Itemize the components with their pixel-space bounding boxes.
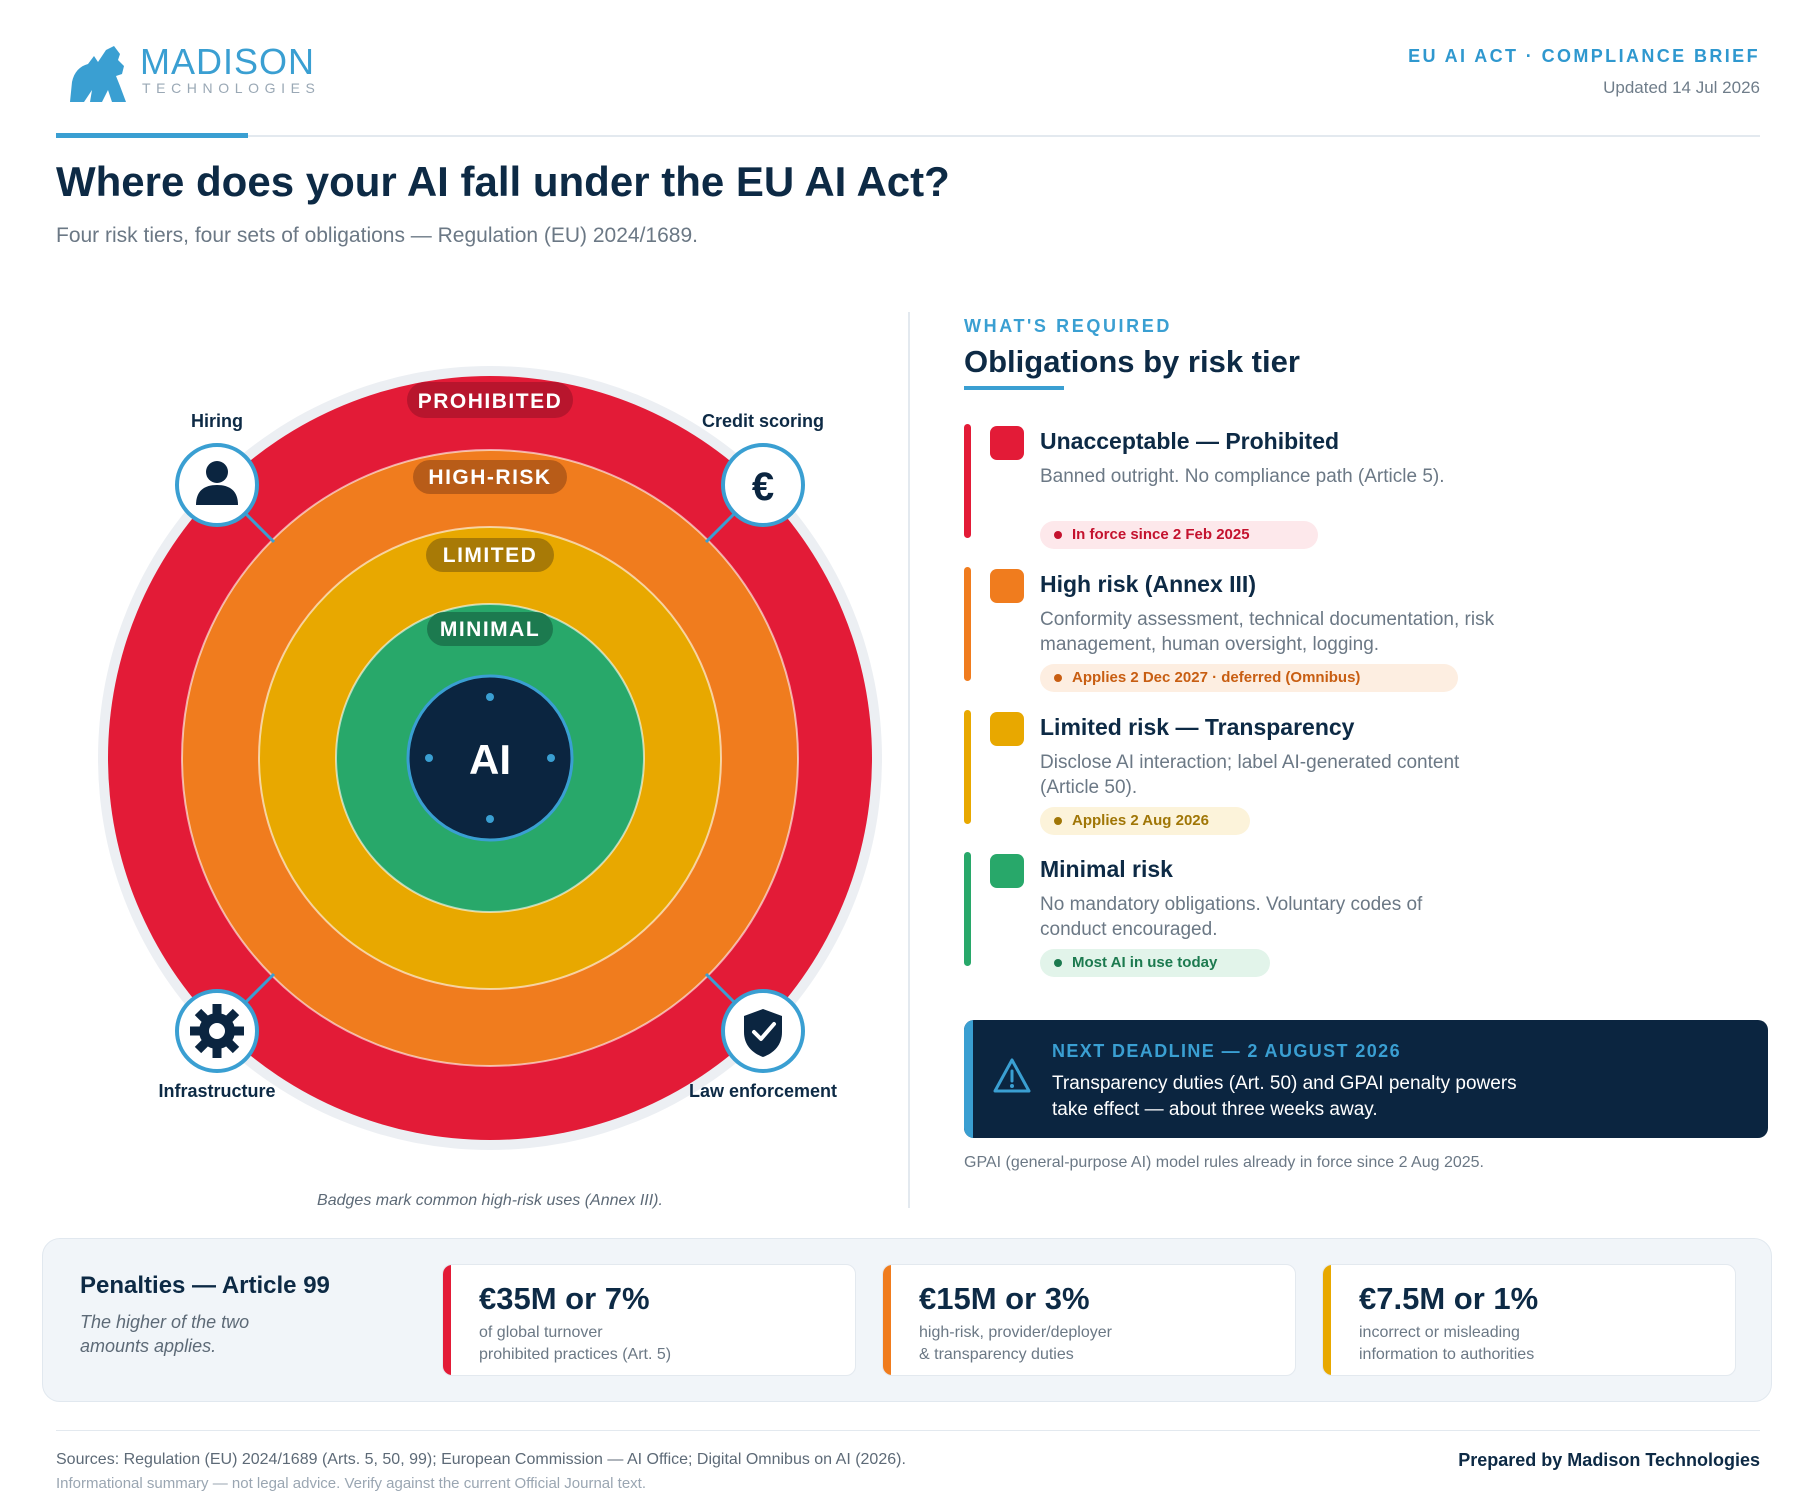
tier-status-pill: In force since 2 Feb 2025 xyxy=(1040,521,1318,549)
page-title: Where does your AI fall under the EU AI … xyxy=(56,158,950,205)
logo-wordmark: MADISON xyxy=(140,41,316,82)
penalty-color-bar xyxy=(883,1265,891,1375)
deadline-accent-bar xyxy=(964,1020,973,1138)
ring-label-prohibited: PROHIBITED xyxy=(418,390,563,413)
section-title: Obligations by risk tier xyxy=(964,344,1300,379)
tier-name: Minimal risk xyxy=(1040,856,1173,882)
tier-swatch xyxy=(990,426,1024,460)
penalty-amount: €35M or 7% xyxy=(479,1281,650,1316)
ring-label-high-risk: HIGH-RISK xyxy=(428,466,551,489)
euro-icon: € xyxy=(752,465,774,509)
penalty-card: €15M or 3% high-risk, provider/deployer … xyxy=(882,1264,1296,1376)
tier-swatch xyxy=(990,569,1024,603)
tier-name: Unacceptable — Prohibited xyxy=(1040,428,1340,454)
penalty-card: €35M or 7% of global turnover prohibited… xyxy=(442,1264,856,1376)
tier-prohibited: Unacceptable — Prohibited Banned outrigh… xyxy=(964,424,1524,549)
next-deadline-banner: NEXT DEADLINE — 2 AUGUST 2026 Transparen… xyxy=(964,1020,1768,1138)
ai-core xyxy=(406,674,574,842)
section-accent-bar xyxy=(964,386,1064,390)
sources-text: Sources: Regulation (EU) 2024/1689 (Arts… xyxy=(56,1451,906,1468)
badge-law-enforcement xyxy=(721,989,805,1073)
header-divider xyxy=(56,135,1760,137)
gpai-note: GPAI (general-purpose AI) model rules al… xyxy=(964,1154,1484,1171)
tier-status-pill: Applies 2 Dec 2027 · deferred (Omnibus) xyxy=(1040,664,1458,692)
prepared-by: Prepared by Madison Technologies xyxy=(1458,1450,1760,1470)
section-eyebrow: WHAT'S REQUIRED xyxy=(964,316,1172,336)
penalties-title: Penalties — Article 99 xyxy=(80,1272,330,1299)
ring-label-pill xyxy=(407,382,573,418)
madison-logo-icon xyxy=(70,46,126,102)
core-dot xyxy=(486,815,494,823)
badge-label-hiring: Hiring xyxy=(191,411,243,431)
tier-minimal: Minimal risk No mandatory obligations. V… xyxy=(964,852,1524,977)
ring-label-minimal: MINIMAL xyxy=(440,618,540,641)
penalty-card: €7.5M or 1% incorrect or misleading info… xyxy=(1322,1264,1736,1376)
logo-tagline: TECHNOLOGIES xyxy=(142,80,321,96)
badge-infrastructure xyxy=(175,989,259,1073)
core-dot xyxy=(547,754,555,762)
tier-swatch xyxy=(990,854,1024,888)
brief-title: EU AI ACT · COMPLIANCE BRIEF xyxy=(1408,46,1760,66)
gear-icon xyxy=(190,1004,244,1058)
deadline-body: Transparency duties (Art. 50) and GPAI p… xyxy=(1052,1073,1517,1120)
penalty-basis: high-risk, provider/deployer xyxy=(919,1324,1112,1341)
tier-status-pill: Applies 2 Aug 2026 xyxy=(1040,807,1250,835)
tier-swatch xyxy=(990,712,1024,746)
badge-credit-scoring: € xyxy=(721,443,805,527)
ring-label-pill xyxy=(427,612,553,646)
tier-description: Banned outright. No compliance path (Art… xyxy=(1040,466,1445,487)
tier-high-risk: High risk (Annex III) Conformity assessm… xyxy=(964,567,1524,692)
diagram-caption: Badges mark common high-risk uses (Annex… xyxy=(317,1192,663,1209)
tier-color-bar xyxy=(964,710,971,824)
header-accent-bar xyxy=(56,133,248,138)
disclaimer-text: Informational summary — not legal advice… xyxy=(56,1475,646,1492)
penalty-scope: & transparency duties xyxy=(919,1346,1074,1363)
tier-description: Conformity assessment, technical documen… xyxy=(1040,609,1495,655)
penalty-amount: €15M or 3% xyxy=(919,1281,1090,1316)
core-dot xyxy=(486,693,494,701)
tier-name: High risk (Annex III) xyxy=(1040,571,1256,597)
updated-date: Updated 14 Jul 2026 xyxy=(1603,78,1760,97)
badge-hiring xyxy=(175,443,259,527)
ring-label-pill xyxy=(413,460,567,494)
penalty-scope: prohibited practices (Art. 5) xyxy=(479,1346,672,1363)
deadline-title: NEXT DEADLINE — 2 AUGUST 2026 xyxy=(1052,1041,1401,1061)
penalties-note: The higher of the two amounts applies. xyxy=(80,1312,250,1356)
ai-core-label: AI xyxy=(469,736,511,783)
penalty-basis: of global turnover xyxy=(479,1324,603,1341)
badge-label-law-enforcement: Law enforcement xyxy=(689,1081,837,1101)
tier-color-bar xyxy=(964,424,971,538)
badge-label-infrastructure: Infrastructure xyxy=(158,1081,275,1101)
tier-color-bar xyxy=(964,852,971,966)
tier-limited: Limited risk — Transparency Disclose AI … xyxy=(964,710,1524,835)
penalty-color-bar xyxy=(1323,1265,1331,1375)
person-icon xyxy=(196,461,238,505)
penalty-basis: incorrect or misleading xyxy=(1359,1324,1520,1341)
column-divider xyxy=(908,312,910,1208)
penalty-amount: €7.5M or 1% xyxy=(1359,1281,1539,1316)
penalty-scope: information to authorities xyxy=(1359,1346,1535,1363)
tier-name: Limited risk — Transparency xyxy=(1040,714,1355,740)
ring-label-limited: LIMITED xyxy=(443,544,538,567)
risk-tier-diagram: AI PROHIBITED HIGH-RISK LIMITED MINIMAL … xyxy=(98,366,882,1150)
penalty-color-bar xyxy=(443,1265,451,1375)
ring-label-pill xyxy=(426,538,554,572)
core-dot xyxy=(425,754,433,762)
tier-description: No mandatory obligations. Voluntary code… xyxy=(1040,894,1423,940)
tier-color-bar xyxy=(964,567,971,681)
tier-description: Disclose AI interaction; label AI-genera… xyxy=(1040,752,1460,798)
badge-label-credit-scoring: Credit scoring xyxy=(702,411,824,431)
warning-icon xyxy=(993,1058,1031,1093)
page-subtitle: Four risk tiers, four sets of obligation… xyxy=(56,224,698,247)
shield-check-icon xyxy=(744,1009,782,1057)
tier-status-pill: Most AI in use today xyxy=(1040,949,1270,977)
footer-divider xyxy=(56,1430,1760,1431)
